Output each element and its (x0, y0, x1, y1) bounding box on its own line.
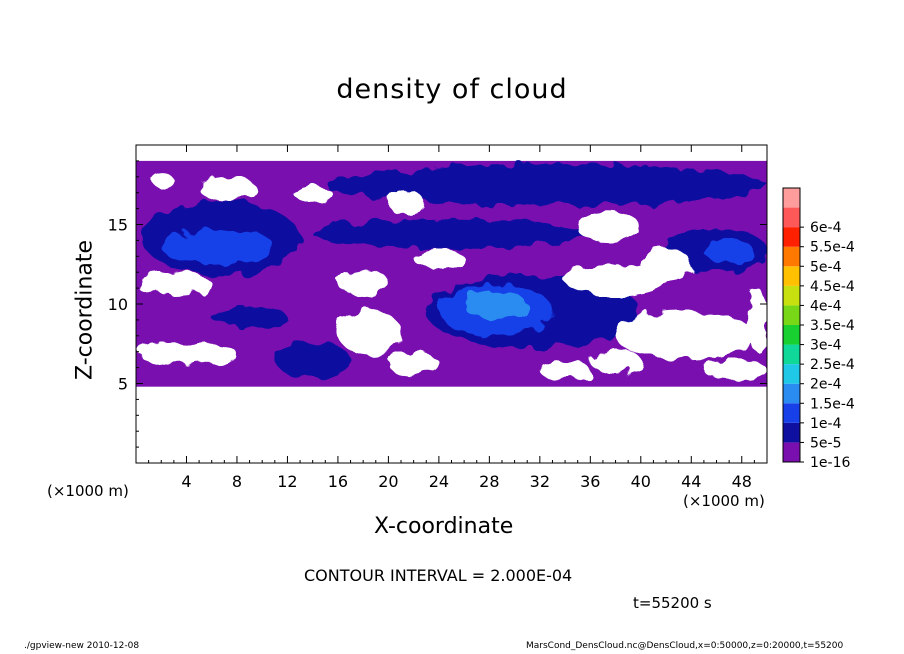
x-tick-label-12: 12 (277, 472, 297, 491)
x-tick-label-20: 20 (378, 472, 398, 491)
cloud-region-1 (325, 164, 767, 206)
colorbar-label-3: 1.5e-4 (810, 396, 855, 412)
y-tick-label-10: 10 (108, 295, 128, 314)
colorbar-swatch-5 (783, 344, 800, 365)
colorbar-swatch-0 (783, 442, 800, 462)
colorbar-label-11: 5.5e-4 (810, 240, 855, 256)
cloud-region-2 (312, 219, 591, 249)
colorbar-label-0: 1e-16 (810, 455, 850, 471)
colorbar-label-10: 5e-4 (810, 259, 842, 275)
clear-region-8 (565, 264, 667, 297)
clear-region-16 (539, 361, 591, 381)
clear-region-17 (703, 359, 767, 381)
y-axis-label: Z-coordinate (72, 240, 98, 380)
colorbar-label-4: 2e-4 (810, 377, 842, 393)
clear-region-1 (152, 173, 174, 188)
clear-region-3 (388, 192, 427, 215)
x-unit-label: (×1000 m) (683, 492, 765, 510)
colorbar-label-8: 4e-4 (810, 298, 842, 314)
clear-region-0 (199, 176, 256, 201)
y-axis: 5 10 15 (108, 160, 767, 448)
clear-region-18 (748, 288, 767, 352)
cloud-region-11 (211, 307, 288, 328)
clear-region-6 (337, 269, 389, 297)
cloud-field (136, 160, 767, 387)
colorbar-swatch-12 (783, 207, 800, 228)
clear-region-11 (590, 348, 641, 374)
colorbar-swatch-2 (783, 403, 800, 423)
clear-region-9 (640, 248, 692, 281)
x-tick-label-16: 16 (328, 472, 348, 491)
x-tick-label-36: 36 (580, 472, 600, 491)
colorbar-swatch-10 (783, 246, 800, 267)
colorbar-label-12: 6e-4 (810, 220, 842, 236)
clear-region-15 (388, 351, 439, 376)
time-label: t=55200 s (633, 594, 712, 612)
colorbar-swatch-3 (783, 383, 800, 404)
footer-right: MarsCond_DensCloud.nc@DensCloud,x=0:5000… (526, 641, 844, 651)
clear-region-2 (293, 184, 332, 203)
chart-title: density of cloud (336, 74, 568, 105)
colorbar-swatch-1 (783, 422, 800, 443)
x-tick-label-32: 32 (530, 472, 550, 491)
x-tick-label-28: 28 (479, 472, 499, 491)
x-tick-label-44: 44 (681, 472, 701, 491)
colorbar-label-9: 4.5e-4 (810, 279, 855, 295)
colorbar-swatch-4 (783, 364, 800, 384)
x-axis-label: X-coordinate (374, 514, 514, 539)
colorbar-swatch-9 (783, 266, 800, 286)
colorbar: 1e-16 5e-5 1e-4 1.5e-4 2e-4 2.5e-4 3e-4 3.5e-4 4… (782, 187, 855, 471)
x-tick-label-8: 8 (232, 472, 242, 491)
colorbar-swatch-7 (783, 305, 800, 325)
colorbar-label-2: 1e-4 (810, 416, 842, 432)
x-tick-label-24: 24 (429, 472, 449, 491)
clear-region-7 (136, 272, 212, 297)
colorbar-swatch-8 (783, 285, 800, 306)
colorbar-swatch-13 (783, 188, 800, 208)
y-tick-label-5: 5 (118, 375, 128, 394)
colorbar-label-7: 3.5e-4 (810, 318, 855, 334)
y-tick-label-15: 15 (108, 216, 128, 235)
colorbar-label-5: 2.5e-4 (810, 357, 855, 373)
cloud-region-9 (703, 240, 755, 263)
x-axis: 4 8 12 16 20 24 28 32 36 40 44 48 (148, 145, 755, 491)
footer-left: ./gpview-new 2010-12-08 (24, 641, 140, 651)
clear-region-5 (413, 248, 465, 270)
cloud-region-7 (464, 291, 528, 320)
clear-region-4 (577, 211, 641, 244)
cloud-region-10 (274, 342, 351, 378)
colorbar-label-1: 5e-5 (810, 435, 841, 451)
contour-interval-label: CONTOUR INTERVAL = 2.000E-04 (304, 566, 573, 585)
x-tick-label-48: 48 (732, 472, 752, 491)
clear-region-14 (337, 310, 402, 355)
x-tick-label-40: 40 (631, 472, 651, 491)
colorbar-swatch-6 (783, 325, 800, 345)
colorbar-label-6: 3e-4 (810, 338, 842, 354)
cloud-region-4 (161, 229, 275, 265)
colorbar-swatch-11 (783, 227, 800, 247)
clear-region-10 (615, 311, 755, 360)
x-tick-label-4: 4 (181, 472, 191, 491)
clear-region-13 (186, 343, 237, 365)
y-unit-label: (×1000 m) (47, 482, 129, 500)
